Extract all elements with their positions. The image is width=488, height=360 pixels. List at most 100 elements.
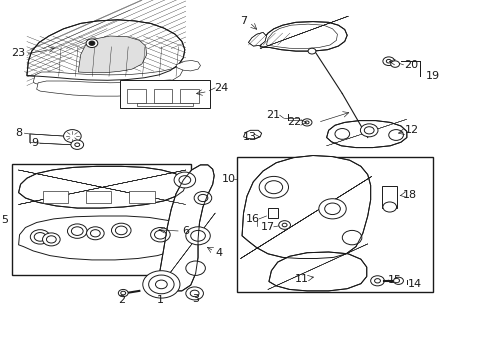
Text: 3: 3 xyxy=(192,294,199,304)
Circle shape xyxy=(194,192,211,204)
Circle shape xyxy=(142,271,180,298)
Circle shape xyxy=(390,61,399,67)
Circle shape xyxy=(364,127,373,134)
Text: 2: 2 xyxy=(118,294,124,305)
Text: 21: 21 xyxy=(265,110,279,120)
Circle shape xyxy=(388,130,403,140)
Circle shape xyxy=(154,230,166,239)
Circle shape xyxy=(324,203,340,215)
Polygon shape xyxy=(176,60,200,71)
Circle shape xyxy=(360,124,377,137)
Circle shape xyxy=(264,181,282,194)
Circle shape xyxy=(90,230,100,237)
Circle shape xyxy=(370,276,384,286)
Polygon shape xyxy=(242,156,370,258)
Polygon shape xyxy=(243,130,261,139)
Circle shape xyxy=(46,236,56,243)
Circle shape xyxy=(307,48,315,54)
Circle shape xyxy=(86,39,98,48)
Text: 23: 23 xyxy=(12,48,25,58)
Circle shape xyxy=(86,227,104,240)
Text: 13: 13 xyxy=(242,132,256,142)
Circle shape xyxy=(190,230,205,241)
Polygon shape xyxy=(157,165,214,291)
Circle shape xyxy=(278,221,290,229)
Polygon shape xyxy=(326,121,406,148)
Polygon shape xyxy=(78,36,146,73)
Bar xyxy=(180,89,198,103)
Bar xyxy=(12,164,190,275)
Circle shape xyxy=(374,279,380,283)
Polygon shape xyxy=(33,65,183,90)
Circle shape xyxy=(89,41,95,45)
Text: 24: 24 xyxy=(213,83,228,93)
Bar xyxy=(137,103,193,106)
Text: 20: 20 xyxy=(403,60,417,70)
Circle shape xyxy=(198,194,207,202)
Text: 19: 19 xyxy=(425,71,439,81)
Circle shape xyxy=(34,233,46,241)
Circle shape xyxy=(382,57,394,66)
Text: 9: 9 xyxy=(32,138,39,148)
Circle shape xyxy=(342,230,361,245)
Polygon shape xyxy=(27,20,184,80)
Bar xyxy=(267,208,277,218)
Circle shape xyxy=(150,228,170,242)
Circle shape xyxy=(305,121,308,124)
Circle shape xyxy=(302,119,311,126)
Circle shape xyxy=(174,172,195,188)
Circle shape xyxy=(75,143,80,147)
Polygon shape xyxy=(37,80,181,96)
Text: 22: 22 xyxy=(286,117,301,127)
Circle shape xyxy=(42,233,60,246)
Bar xyxy=(120,80,210,108)
Text: 10: 10 xyxy=(222,174,235,184)
Bar xyxy=(153,89,172,103)
Circle shape xyxy=(185,227,210,245)
Polygon shape xyxy=(268,252,366,291)
Text: 14: 14 xyxy=(407,279,421,289)
Circle shape xyxy=(155,280,167,289)
Circle shape xyxy=(71,140,83,149)
Circle shape xyxy=(334,129,349,139)
Polygon shape xyxy=(260,22,346,51)
Bar xyxy=(127,89,145,103)
Circle shape xyxy=(318,199,346,219)
Circle shape xyxy=(148,275,174,294)
Polygon shape xyxy=(266,24,337,49)
Circle shape xyxy=(393,277,403,284)
Circle shape xyxy=(121,291,125,295)
Circle shape xyxy=(63,130,81,143)
Circle shape xyxy=(179,176,190,184)
Circle shape xyxy=(118,289,128,297)
Circle shape xyxy=(386,59,390,63)
Circle shape xyxy=(67,224,87,238)
Text: 18: 18 xyxy=(402,190,416,200)
Text: 15: 15 xyxy=(387,275,401,285)
Bar xyxy=(237,157,432,292)
Bar xyxy=(382,186,396,208)
Circle shape xyxy=(190,290,199,297)
Circle shape xyxy=(185,261,205,275)
Polygon shape xyxy=(86,191,111,203)
Circle shape xyxy=(30,230,50,244)
Text: 16: 16 xyxy=(246,214,260,224)
Circle shape xyxy=(382,202,396,212)
Text: 7: 7 xyxy=(240,16,246,26)
Text: 11: 11 xyxy=(295,274,308,284)
Circle shape xyxy=(111,223,131,238)
Text: 1: 1 xyxy=(157,294,163,305)
Circle shape xyxy=(259,176,288,198)
Polygon shape xyxy=(248,32,266,46)
Polygon shape xyxy=(43,191,68,203)
Text: 8: 8 xyxy=(15,128,22,138)
Polygon shape xyxy=(129,191,154,203)
Circle shape xyxy=(282,223,286,227)
Text: 5: 5 xyxy=(1,215,8,225)
Polygon shape xyxy=(19,166,185,208)
Polygon shape xyxy=(19,216,184,260)
Circle shape xyxy=(71,227,83,235)
Text: 6: 6 xyxy=(182,226,189,236)
Circle shape xyxy=(185,287,203,300)
Text: 17: 17 xyxy=(261,222,274,232)
